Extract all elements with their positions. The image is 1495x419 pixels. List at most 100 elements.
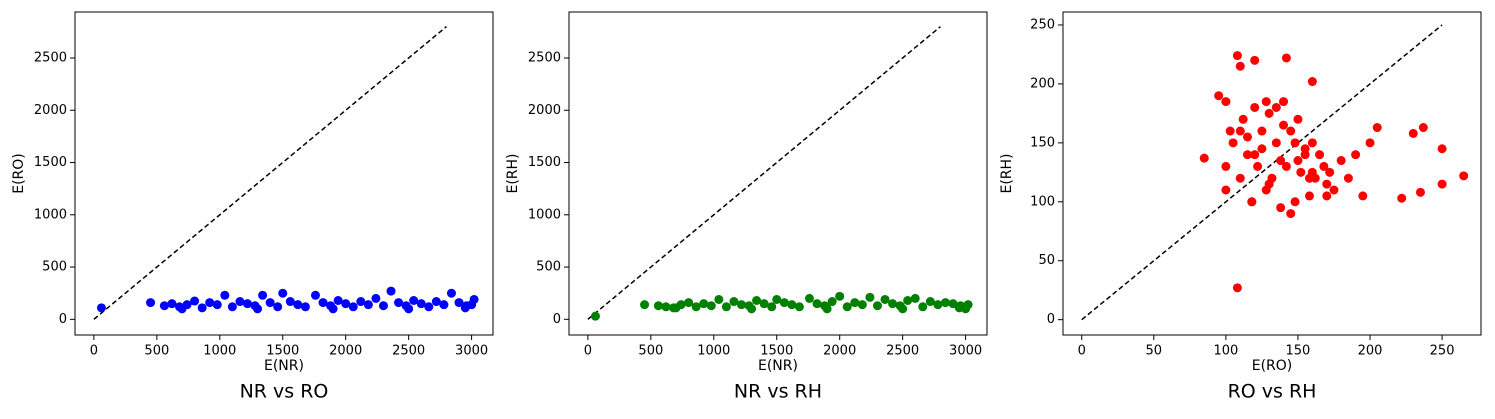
point (1437, 179, 1447, 189)
point (378, 301, 388, 311)
point (653, 301, 663, 311)
x-tick-label: 1500 (760, 344, 793, 359)
point (888, 299, 898, 309)
y-tick-label: 2500 (34, 50, 67, 65)
point (265, 298, 275, 308)
point (767, 302, 777, 312)
x-tick-label: 3000 (949, 344, 982, 359)
point (386, 286, 396, 296)
point (857, 300, 867, 310)
y-tick-label: 2500 (528, 50, 561, 65)
point (220, 290, 230, 300)
point (227, 302, 237, 312)
point (235, 297, 245, 307)
y-tick-label: 2000 (34, 103, 67, 118)
point (1322, 179, 1332, 189)
point (1235, 126, 1245, 136)
x-tick-label: 0 (90, 344, 98, 359)
reference-line (587, 26, 941, 320)
point (822, 304, 832, 314)
point (394, 298, 404, 308)
point (933, 300, 943, 310)
point (1286, 209, 1296, 219)
point (258, 290, 268, 300)
reference-line (1081, 24, 1443, 321)
x-tick-label: 1000 (203, 344, 236, 359)
point (1221, 97, 1231, 107)
axes-frame (74, 11, 494, 336)
point (812, 299, 822, 309)
y-tick-label: 50 (1038, 253, 1055, 268)
point (273, 302, 283, 312)
x-tick-label: 3000 (455, 344, 488, 359)
point (1322, 191, 1332, 201)
x-tick-label: 1500 (266, 344, 299, 359)
point (1264, 108, 1274, 118)
point (205, 298, 215, 308)
point (1281, 161, 1291, 171)
point (1300, 150, 1310, 160)
point (333, 296, 343, 306)
point (1329, 185, 1339, 195)
point (285, 297, 295, 307)
point (1264, 179, 1274, 189)
x-tick-label: 50 (1146, 344, 1163, 359)
point (1232, 283, 1242, 293)
point (880, 294, 890, 304)
point (439, 300, 449, 310)
point (197, 303, 207, 313)
point (1343, 173, 1353, 183)
x-tick-label: 0 (584, 344, 592, 359)
point (1250, 55, 1260, 65)
y-tick-label: 1000 (34, 207, 67, 222)
point (1296, 167, 1306, 177)
point (772, 294, 782, 304)
point (1281, 53, 1291, 63)
y-tick-label: 500 (536, 260, 561, 275)
point (431, 297, 441, 307)
point (1261, 97, 1271, 107)
point (1250, 150, 1260, 160)
point (759, 299, 769, 309)
point (1358, 191, 1368, 201)
point (363, 300, 373, 310)
y-tick-label: 100 (1030, 194, 1055, 209)
point (1437, 144, 1447, 154)
point (356, 297, 366, 307)
point (409, 296, 419, 306)
point (736, 300, 746, 310)
point (872, 301, 882, 311)
point (671, 303, 681, 313)
point (865, 292, 875, 302)
point (1247, 197, 1257, 207)
x-tick-label: 200 (1358, 344, 1383, 359)
point (1307, 138, 1317, 148)
point (1415, 187, 1425, 197)
point (1238, 114, 1248, 124)
point (699, 299, 709, 309)
point (1290, 197, 1300, 207)
y-tick-label: 200 (1030, 76, 1055, 91)
x-tick-label: 250 (1430, 344, 1455, 359)
point (293, 300, 303, 310)
point (1397, 193, 1407, 203)
point (1235, 61, 1245, 71)
point (416, 299, 426, 309)
y-axis-label: E(RH) (505, 153, 521, 193)
point (1271, 102, 1281, 112)
point (1293, 114, 1303, 124)
point (1221, 185, 1231, 195)
y-tick-label: 1500 (528, 155, 561, 170)
point (424, 302, 434, 312)
x-tick-label: 2000 (823, 344, 856, 359)
chart-title: NR vs RO (240, 381, 329, 403)
axes-frame (568, 11, 988, 336)
y-tick-label: 0 (59, 312, 67, 327)
point (1257, 126, 1267, 136)
point (190, 296, 200, 306)
point (590, 311, 600, 321)
point (706, 301, 716, 311)
point (925, 297, 935, 307)
point (1235, 173, 1245, 183)
point (804, 293, 814, 303)
